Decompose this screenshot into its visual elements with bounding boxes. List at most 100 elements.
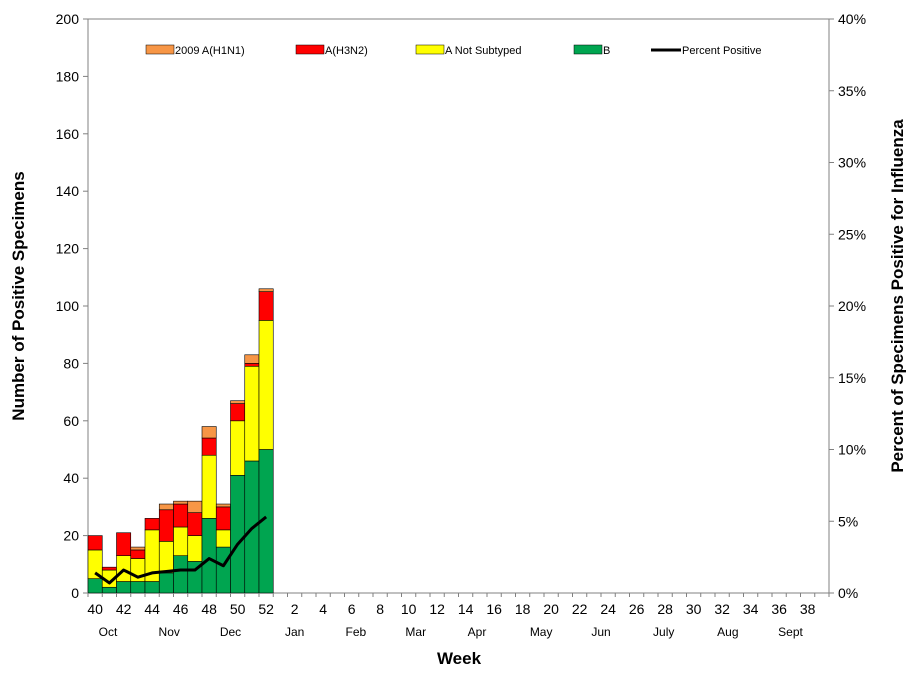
x-tick-label: 28 [657, 601, 673, 617]
bar-segment [144, 581, 160, 594]
x-tick-label: 22 [572, 601, 588, 617]
bar-segment [144, 518, 160, 531]
x-tick-label: 4 [319, 601, 327, 617]
legend-swatch [295, 44, 325, 55]
x-tick-label: 42 [116, 601, 132, 617]
month-label: Mar [405, 625, 426, 639]
month-label: Jan [285, 625, 304, 639]
bar-segment [201, 518, 217, 594]
bar-segment [244, 354, 260, 364]
x-tick-label: 12 [429, 601, 445, 617]
legend-label: B [603, 45, 610, 57]
y2-tick-label: 25% [838, 226, 866, 242]
bar-segment [187, 535, 203, 562]
bar-segment [116, 581, 132, 594]
bar-segment [158, 572, 174, 594]
bar-segment [230, 475, 246, 594]
x-tick-label: 10 [401, 601, 417, 617]
month-label: Jun [591, 625, 610, 639]
y-tick-label: 160 [56, 126, 80, 142]
x-tick-label: 38 [800, 601, 816, 617]
x-tick-label: 26 [629, 601, 645, 617]
bar-segment [116, 532, 132, 556]
month-label: May [530, 625, 553, 639]
x-tick-label: 34 [743, 601, 759, 617]
bar-segment [87, 578, 103, 594]
legend-label: 2009 A(H1N1) [175, 45, 245, 57]
bar-segment [87, 535, 103, 551]
bar-segment [230, 400, 246, 404]
x-tick-label: 16 [486, 601, 502, 617]
bar-segment [130, 549, 146, 559]
legend: 2009 A(H1N1) A(H3N2) A Not Subtyped B Percen… [145, 44, 761, 57]
bar-series-group [87, 288, 274, 594]
bar-segment [244, 363, 260, 367]
bar-segment [201, 426, 217, 439]
x-tick-label: 50 [230, 601, 246, 617]
bar-segment [258, 288, 274, 292]
bar-segment [201, 437, 217, 456]
y2-tick-label: 0% [838, 585, 858, 601]
month-label: Apr [468, 625, 487, 639]
y-tick-label: 60 [63, 413, 79, 429]
legend-label: A Not Subtyped [445, 45, 521, 57]
x-tick-label: 24 [600, 601, 616, 617]
x-tick-label: 6 [348, 601, 356, 617]
y-tick-label: 100 [56, 298, 80, 314]
bar-segment [187, 500, 203, 513]
legend-swatch [573, 44, 603, 55]
bar-segment [258, 291, 274, 321]
legend-swatch [145, 44, 175, 55]
x-tick-label: 20 [543, 601, 559, 617]
bar-segment [173, 500, 189, 505]
y2-tick-label: 35% [838, 83, 866, 99]
right-y-axis-title: Percent of Specimens Positive for Influe… [888, 119, 906, 473]
x-tick-label: 8 [376, 601, 384, 617]
bar-segment [101, 566, 117, 571]
x-tick-label: 44 [144, 601, 160, 617]
bar-segment [158, 509, 174, 542]
y-tick-label: 140 [56, 183, 80, 199]
percent-positive-line-group [94, 515, 268, 585]
percent-positive-line [94, 515, 268, 585]
x-tick-label: 2 [291, 601, 299, 617]
x-tick-label: 48 [201, 601, 217, 617]
x-tick-label: 36 [771, 601, 787, 617]
bar-segment [187, 512, 203, 536]
bar-segment [215, 506, 231, 531]
x-axis-title: Week [437, 649, 482, 668]
bar-segment [158, 541, 174, 574]
bar-segment [215, 529, 231, 548]
month-label: Oct [99, 625, 118, 639]
bar-segment [173, 526, 189, 556]
bar-segment [173, 503, 189, 528]
y2-tick-label: 30% [838, 155, 866, 171]
y2-tick-label: 5% [838, 513, 858, 529]
bar-segment [244, 365, 260, 462]
legend-label: Percent Positive [682, 45, 761, 57]
month-label: Feb [346, 625, 367, 639]
x-tick-label: 46 [173, 601, 189, 617]
y2-tick-label: 20% [838, 298, 866, 314]
x-tick-label: 14 [458, 601, 474, 617]
x-axis-ticks: 40 42 44 46 48 50 52 2 4 6 8 10 12 14 16 18 20 22 24 26 28 30… [87, 593, 830, 639]
y-tick-label: 120 [56, 241, 80, 257]
legend-swatch [415, 44, 445, 55]
y-tick-label: 200 [56, 11, 80, 27]
y-tick-label: 0 [71, 585, 79, 601]
month-label: Aug [717, 625, 738, 639]
x-tick-label: 30 [686, 601, 702, 617]
y2-tick-label: 40% [838, 11, 866, 27]
month-label: Sept [778, 625, 803, 639]
bar-segment [215, 503, 231, 508]
bar-segment [230, 403, 246, 422]
x-tick-label: 32 [714, 601, 730, 617]
bar-segment [130, 546, 146, 551]
y-tick-label: 80 [63, 355, 79, 371]
right-y-axis-ticks: 0% 5% 10% 15% 20% 25% 30% 35% 40% [829, 11, 866, 601]
y-tick-label: 40 [63, 470, 79, 486]
left-y-axis-title: Number of Positive Specimens [9, 171, 28, 420]
y-tick-label: 20 [63, 528, 79, 544]
